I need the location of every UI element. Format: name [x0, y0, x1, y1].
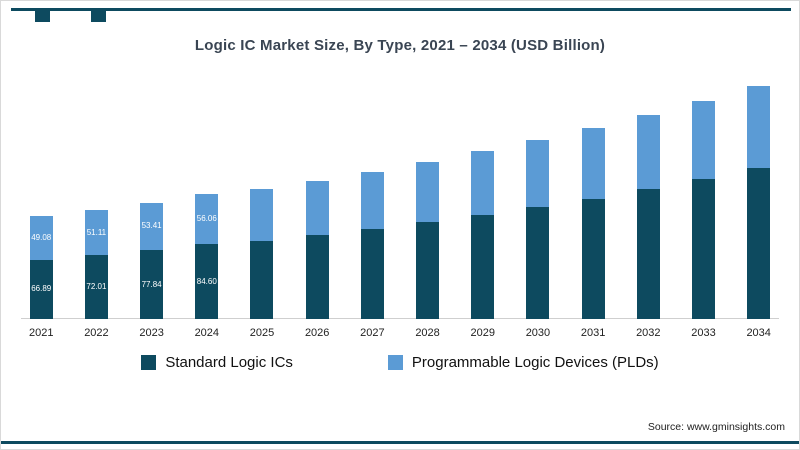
segment-pld-2029 [471, 151, 495, 215]
bar-2027: 2027 [360, 171, 385, 340]
legend-item-standard: Standard Logic ICs [141, 354, 293, 371]
x-tick-2034: 2034 [746, 327, 771, 339]
segment-pld-2022: 51.11 [84, 209, 108, 256]
stacked-bar: 51.11 72.01 [84, 209, 108, 319]
segment-pld-2024: 56.06 [195, 194, 219, 245]
data-label: 84.60 [196, 276, 217, 286]
x-tick-2030: 2030 [525, 327, 551, 339]
x-tick-2022: 2022 [84, 327, 109, 339]
segment-standard-2025 [250, 241, 274, 319]
legend: Standard Logic ICs Programmable Logic De… [1, 354, 799, 371]
data-label: 51.11 [86, 227, 107, 237]
x-tick-2031: 2031 [580, 327, 606, 339]
segment-standard-2031 [581, 198, 605, 319]
bar-2022: 51.11 72.01 2022 [84, 209, 109, 340]
stacked-bar [416, 162, 440, 319]
stacked-bar [250, 188, 274, 319]
bar-2031: 2031 [581, 128, 605, 340]
segment-standard-2030 [526, 206, 550, 319]
legend-swatch-pld-icon [387, 355, 403, 370]
decor-square-icon [35, 11, 50, 22]
data-label: 49.08 [31, 233, 52, 243]
bar-2029: 2029 [471, 151, 495, 340]
data-label: 53.41 [141, 221, 162, 231]
x-tick-2028: 2028 [415, 327, 440, 339]
data-label: 56.06 [196, 214, 217, 224]
bar-2028: 2028 [415, 162, 440, 340]
segment-standard-2022: 72.01 [84, 255, 108, 319]
bar-2024: 56.06 84.60 2024 [195, 194, 219, 340]
bar-2032: 2032 [636, 115, 661, 340]
segment-standard-2034 [747, 167, 771, 319]
x-tick-2032: 2032 [636, 327, 661, 339]
segment-standard-2033 [691, 179, 715, 319]
legend-label: Programmable Logic Devices (PLDs) [411, 354, 659, 371]
bottom-accent-bar [1, 441, 799, 444]
segment-pld-2023: 53.41 [140, 202, 164, 251]
top-accent-bar [11, 8, 791, 11]
stacked-bar [360, 171, 384, 319]
stacked-bar [747, 86, 771, 319]
stacked-bar [471, 151, 495, 319]
segment-pld-2026 [305, 180, 329, 236]
stacked-bar-chart: 49.08 66.89 2021 51.11 72.01 2022 53.41 77.84 20… [21, 78, 779, 340]
bar-2030: 2030 [526, 140, 550, 340]
x-tick-2027: 2027 [360, 327, 385, 339]
bar-2034: 2034 [746, 86, 771, 340]
stacked-bar [581, 128, 605, 319]
stacked-bar: 53.41 77.84 [140, 202, 164, 319]
segment-pld-2031 [581, 128, 605, 199]
bar-2026: 2026 [304, 180, 330, 340]
segment-pld-2028 [416, 162, 440, 223]
chart-title: Logic IC Market Size, By Type, 2021 – 20… [194, 37, 606, 54]
segment-standard-2023: 77.84 [140, 250, 164, 319]
segment-standard-2028 [416, 222, 440, 319]
data-label: 77.84 [141, 279, 162, 289]
bar-2023: 53.41 77.84 2023 [139, 202, 164, 340]
x-tick-2026: 2026 [304, 327, 330, 339]
segment-standard-2027 [360, 229, 384, 319]
bar-2021: 49.08 66.89 2021 [29, 216, 53, 340]
x-tick-2024: 2024 [194, 327, 220, 339]
legend-item-pld: Programmable Logic Devices (PLDs) [387, 354, 659, 371]
stacked-bar [526, 140, 550, 319]
data-label: 66.89 [31, 284, 52, 294]
stacked-bar [691, 101, 715, 319]
x-tick-2023: 2023 [139, 327, 164, 339]
legend-swatch-standard-icon [141, 355, 157, 370]
legend-label: Standard Logic ICs [165, 354, 293, 371]
stacked-bar: 49.08 66.89 [29, 216, 53, 319]
segment-pld-2034 [747, 86, 771, 168]
segment-standard-2026 [305, 235, 329, 319]
x-tick-2033: 2033 [691, 327, 716, 339]
segment-pld-2033 [691, 101, 715, 180]
plot-area: 49.08 66.89 2021 51.11 72.01 2022 53.41 77.84 20… [27, 78, 773, 340]
x-axis-line [21, 318, 779, 319]
segment-pld-2030 [526, 140, 550, 207]
segment-pld-2032 [636, 115, 660, 190]
segment-pld-2021: 49.08 [29, 216, 53, 260]
stacked-bar: 56.06 84.60 [195, 194, 219, 319]
x-tick-2025: 2025 [249, 327, 275, 339]
segment-standard-2029 [471, 214, 495, 319]
segment-standard-2032 [636, 189, 660, 319]
bar-2033: 2033 [691, 101, 716, 340]
segment-pld-2025 [250, 188, 274, 242]
segment-standard-2021: 66.89 [29, 259, 53, 319]
stacked-bar [636, 115, 660, 319]
segment-standard-2024: 84.60 [195, 244, 219, 319]
stacked-bar [305, 180, 329, 319]
segment-pld-2027 [360, 171, 384, 230]
data-label: 72.01 [86, 282, 107, 292]
x-tick-2021: 2021 [29, 327, 54, 339]
x-tick-2029: 2029 [470, 327, 495, 339]
decor-square-icon [91, 11, 106, 22]
bar-2025: 2025 [249, 188, 275, 340]
source-text: Source: www.gminsights.com [647, 421, 785, 433]
